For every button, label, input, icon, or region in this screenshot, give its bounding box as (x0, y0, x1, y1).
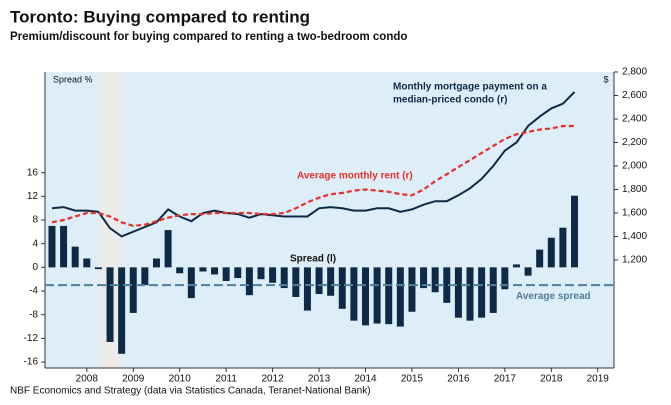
bar (338, 267, 346, 309)
x-tick-label: 2009 (122, 374, 145, 385)
y-tick-label: -16 (24, 357, 39, 368)
bar (280, 267, 288, 289)
x-tick-label: 2019 (587, 374, 610, 385)
y2-tick-label: 2,400 (622, 114, 647, 125)
bar (524, 267, 532, 276)
bar (559, 227, 567, 268)
bar (547, 237, 555, 268)
annotation: Monthly mortgage payment on a (393, 82, 547, 93)
bar (222, 267, 230, 281)
y-tick-label: 12 (27, 191, 39, 202)
y2-tick-label: 1,600 (622, 208, 647, 219)
bar (315, 267, 323, 294)
y2-tick-label: 2,000 (622, 161, 647, 172)
bar (431, 267, 439, 293)
y-tick-label: -4 (29, 286, 38, 297)
bar (269, 267, 277, 283)
bar (141, 267, 149, 286)
bar (129, 267, 137, 313)
annotation: median-priced condo (r) (393, 95, 507, 106)
bar (443, 267, 451, 303)
y-tick-label: 0 (32, 262, 38, 273)
annotation: Average spread (516, 291, 591, 302)
bar (234, 267, 242, 279)
bar (350, 267, 358, 321)
bar (327, 267, 335, 296)
chart-title: Toronto: Buying compared to renting (10, 7, 310, 26)
bar (396, 267, 404, 327)
bar (94, 267, 102, 270)
bar (187, 267, 195, 299)
bar (118, 267, 126, 354)
x-tick-label: 2018 (540, 374, 563, 385)
source: NBF Economics and Strategy (data via Sta… (10, 386, 371, 397)
bar (373, 267, 381, 324)
plot-background (45, 72, 614, 368)
x-tick-label: 2012 (261, 374, 284, 385)
bar (571, 195, 579, 268)
bar (106, 267, 114, 342)
bar (408, 267, 416, 312)
bar (71, 246, 79, 268)
bar (48, 225, 56, 268)
bar (164, 230, 172, 268)
bar (512, 264, 520, 268)
bar (420, 267, 428, 289)
bar (466, 267, 474, 321)
annotation: Average monthly rent (r) (297, 171, 413, 182)
y2-tick-label: 1,200 (622, 255, 647, 266)
bar (385, 267, 393, 325)
bar (489, 267, 497, 313)
y2-tick-label: 2,600 (622, 90, 647, 101)
y-tick-label: 8 (32, 215, 38, 226)
bar (199, 267, 207, 272)
chart-subtitle: Premium/discount for buying compared to … (10, 31, 407, 43)
line (51, 124, 575, 228)
bar (60, 225, 68, 268)
y2-axis-label: $ (603, 74, 608, 84)
x-tick-label: 2016 (447, 374, 470, 385)
bar (361, 267, 369, 326)
bar (257, 267, 265, 280)
shaded-region (98, 72, 122, 368)
bar (176, 267, 184, 274)
y-tick-label: -12 (24, 333, 39, 344)
annotation: Spread (l) (290, 254, 336, 265)
line (51, 91, 576, 238)
x-tick-label: 2013 (308, 374, 331, 385)
bar (211, 267, 219, 275)
bar (303, 267, 311, 311)
bar (152, 258, 160, 268)
x-tick-label: 2008 (76, 374, 99, 385)
x-tick-label: 2017 (494, 374, 517, 385)
y-axis-label: Spread % (53, 74, 93, 84)
y-tick-label: 16 (27, 167, 39, 178)
bar (454, 267, 462, 318)
y2-tick-label: 2,800 (622, 67, 647, 78)
y2-tick-label: 1,800 (622, 184, 647, 195)
x-tick-label: 2010 (169, 374, 192, 385)
bar (536, 249, 544, 268)
y-tick-label: -8 (29, 309, 38, 320)
y-tick-label: 4 (32, 238, 38, 249)
bar (245, 267, 253, 296)
bar (292, 267, 300, 297)
x-tick-label: 2014 (354, 374, 377, 385)
x-tick-label: 2011 (215, 374, 237, 385)
bar (501, 267, 509, 290)
y2-tick-label: 2,200 (622, 137, 647, 148)
x-tick-label: 2015 (401, 374, 424, 385)
y2-tick-label: 1,400 (622, 231, 647, 242)
bar (478, 267, 486, 318)
bar (83, 258, 91, 268)
